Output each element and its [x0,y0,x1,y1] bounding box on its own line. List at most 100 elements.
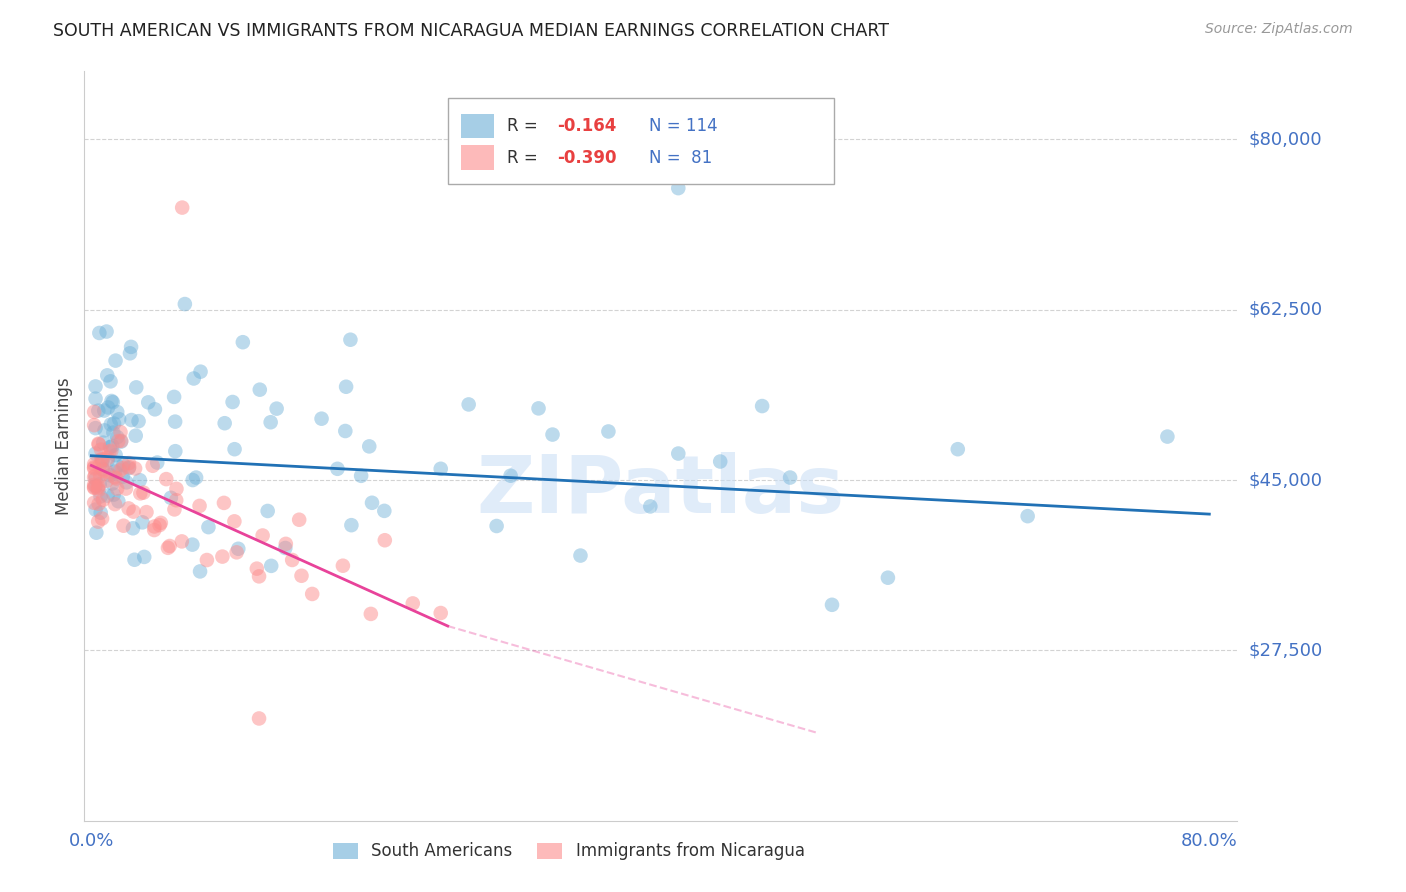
South Americans [84,479,107,493]
Immigrants from Nicaragua [288,513,311,527]
South Americans [260,558,283,573]
Immigrants from Nicaragua [90,452,112,467]
South Americans [118,346,141,360]
South Americans [131,516,153,530]
South Americans [89,326,111,340]
South Americans [98,468,121,483]
Immigrants from Nicaragua [91,492,114,507]
South Americans [84,472,107,486]
Immigrants from Nicaragua [87,483,110,498]
South Americans [160,491,183,505]
South Americans [100,394,122,409]
Immigrants from Nicaragua [89,458,111,473]
South Americans [259,415,281,429]
South Americans [105,430,128,444]
South Americans [326,462,349,476]
South Americans [709,454,731,468]
Text: $62,500: $62,500 [1249,301,1323,318]
Text: Source: ZipAtlas.com: Source: ZipAtlas.com [1205,22,1353,37]
South Americans [97,401,120,415]
South Americans [122,521,145,535]
South Americans [128,473,150,487]
South Americans [946,442,969,457]
South Americans [340,518,363,533]
South Americans [173,297,195,311]
South Americans [112,458,135,472]
Immigrants from Nicaragua [90,442,112,457]
South Americans [163,390,186,404]
South Americans [101,439,124,453]
Immigrants from Nicaragua [83,478,105,492]
South Americans [541,427,564,442]
South Americans [197,520,219,534]
South Americans [118,461,141,475]
South Americans [101,476,124,491]
Text: -0.164: -0.164 [557,117,616,135]
Immigrants from Nicaragua [83,460,105,475]
South Americans [104,465,127,479]
Immigrants from Nicaragua [142,458,165,473]
South Americans [98,440,121,454]
Immigrants from Nicaragua [165,482,187,496]
South Americans [103,425,125,440]
Immigrants from Nicaragua [118,456,141,470]
Immigrants from Nicaragua [211,549,233,564]
South Americans [97,453,120,467]
Immigrants from Nicaragua [290,568,312,582]
Immigrants from Nicaragua [111,461,134,475]
Immigrants from Nicaragua [83,418,105,433]
Immigrants from Nicaragua [87,497,110,511]
Immigrants from Nicaragua [246,561,269,575]
Immigrants from Nicaragua [188,499,211,513]
South Americans [751,399,773,413]
South Americans [103,488,125,502]
Immigrants from Nicaragua [156,541,179,555]
Immigrants from Nicaragua [155,472,177,486]
South Americans [224,442,246,457]
South Americans [165,415,187,429]
South Americans [111,469,134,483]
Immigrants from Nicaragua [83,457,105,471]
South Americans [108,412,131,426]
Immigrants from Nicaragua [224,514,246,528]
South Americans [120,340,142,354]
Immigrants from Nicaragua [143,523,166,537]
South Americans [125,428,148,442]
Text: $27,500: $27,500 [1249,641,1323,659]
Immigrants from Nicaragua [252,528,274,542]
Bar [461,113,494,138]
Immigrants from Nicaragua [87,515,110,529]
Immigrants from Nicaragua [170,534,193,549]
South Americans [134,549,156,564]
South Americans [598,425,620,439]
South Americans [90,506,112,520]
Immigrants from Nicaragua [87,479,110,493]
South Americans [569,549,592,563]
South Americans [105,405,128,419]
Immigrants from Nicaragua [143,519,166,533]
Text: R =: R = [508,117,544,135]
South Americans [311,411,333,425]
Immigrants from Nicaragua [112,518,135,533]
South Americans [93,424,115,438]
Immigrants from Nicaragua [104,497,127,511]
Immigrants from Nicaragua [118,460,141,475]
South Americans [256,504,278,518]
Immigrants from Nicaragua [87,437,110,451]
South Americans [335,424,357,438]
South Americans [183,371,205,385]
Immigrants from Nicaragua [110,434,132,448]
South Americans [640,500,662,514]
Immigrants from Nicaragua [124,461,146,475]
Immigrants from Nicaragua [97,450,120,465]
South Americans [499,468,522,483]
Text: N =  81: N = 81 [650,149,713,167]
Immigrants from Nicaragua [117,501,139,516]
Immigrants from Nicaragua [87,436,110,450]
Immigrants from Nicaragua [91,452,114,467]
Immigrants from Nicaragua [212,496,235,510]
South Americans [104,448,127,462]
South Americans [86,525,108,540]
South Americans [181,473,204,487]
Immigrants from Nicaragua [104,470,127,484]
